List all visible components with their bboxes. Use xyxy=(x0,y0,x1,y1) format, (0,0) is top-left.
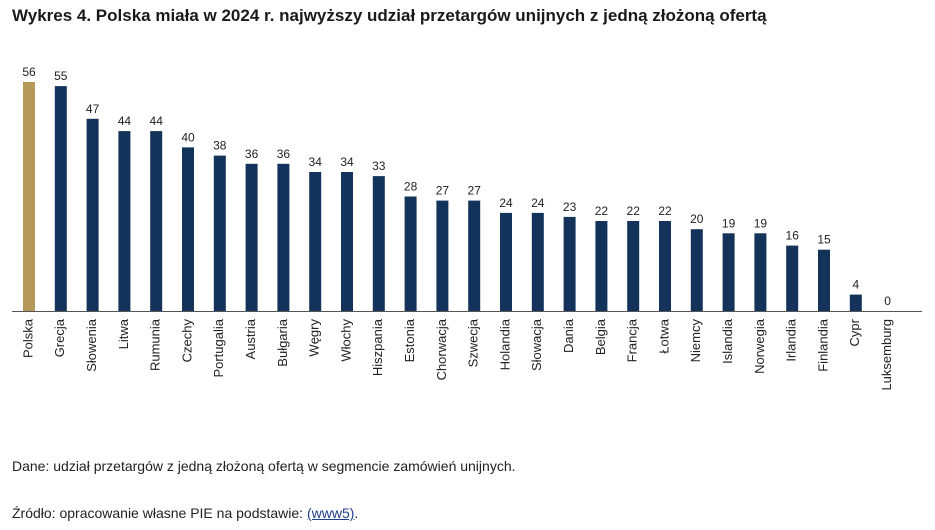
bar-slowacja xyxy=(531,212,544,311)
value-label-szwecja: 27 xyxy=(468,184,482,198)
value-label-cypr: 4 xyxy=(852,278,859,292)
category-label-hiszpania: Hiszpania xyxy=(370,318,385,376)
category-label-islandia: Islandia xyxy=(720,318,735,364)
bar-francja xyxy=(627,221,640,311)
value-label-portugalia: 38 xyxy=(213,139,227,153)
value-label-slowenia: 47 xyxy=(86,102,100,116)
value-label-grecja: 55 xyxy=(54,69,68,83)
bar-islandia xyxy=(722,233,735,311)
value-label-lotwa: 22 xyxy=(658,204,672,218)
category-label-szwecja: Szwecja xyxy=(466,318,481,367)
category-label-rumunia: Rumunia xyxy=(148,318,163,371)
bar-rumunia xyxy=(150,131,163,311)
bar-litwa xyxy=(118,131,131,311)
bar-irlandia xyxy=(786,245,799,311)
value-label-wlochy: 34 xyxy=(340,155,354,169)
bar-belgia xyxy=(595,221,608,311)
bar-bulgaria xyxy=(277,163,290,311)
bar-chorwacja xyxy=(436,200,449,311)
category-label-finlandia: Finlandia xyxy=(815,318,830,372)
bar-polska xyxy=(23,82,35,311)
category-label-bulgaria: Bułgaria xyxy=(275,318,290,366)
value-label-islandia: 19 xyxy=(722,216,736,230)
bar-wegry xyxy=(309,172,322,311)
source-link[interactable]: (www5) xyxy=(306,505,355,521)
category-label-francja: Francja xyxy=(625,318,640,362)
category-label-chorwacja: Chorwacja xyxy=(434,318,449,380)
value-label-polska: 56 xyxy=(22,65,36,79)
category-label-norwegia: Norwegia xyxy=(752,318,767,374)
value-label-estonia: 28 xyxy=(404,180,418,194)
value-label-rumunia: 44 xyxy=(150,114,164,128)
bar-niemcy xyxy=(690,229,703,311)
value-label-bulgaria: 36 xyxy=(277,147,291,161)
category-label-niemcy: Niemcy xyxy=(688,319,703,363)
value-label-irlandia: 16 xyxy=(786,229,800,243)
category-label-litwa: Litwa xyxy=(116,318,131,349)
category-label-wegry: Węgry xyxy=(307,319,322,357)
category-label-luksemburg: Luksemburg xyxy=(879,319,894,391)
category-label-slowacja: Słowacja xyxy=(529,318,544,371)
value-label-norwegia: 19 xyxy=(754,216,768,230)
bar-grecja xyxy=(54,86,67,311)
category-label-czechy: Czechy xyxy=(179,319,194,363)
bar-austria xyxy=(245,163,258,311)
category-label-wlochy: Włochy xyxy=(338,319,353,362)
bar-portugalia xyxy=(213,155,226,311)
category-label-estonia: Estonia xyxy=(402,318,417,362)
bar-finlandia xyxy=(818,249,830,311)
source-note: Źródło: opracowanie własne PIE na podsta… xyxy=(12,505,358,521)
category-label-cypr: Cypr xyxy=(847,318,862,346)
bar-czechy xyxy=(182,147,194,311)
value-label-czechy: 40 xyxy=(181,130,195,144)
category-label-irlandia: Irlandia xyxy=(784,318,799,361)
category-label-grecja: Grecja xyxy=(52,318,67,357)
bar-estonia xyxy=(404,196,417,311)
value-label-hiszpania: 33 xyxy=(372,159,386,173)
source-prefix: Źródło: opracowanie własne PIE na podsta… xyxy=(12,505,307,521)
bar-cypr xyxy=(849,294,862,311)
category-label-slowenia: Słowenia xyxy=(84,318,99,372)
category-label-austria: Austria xyxy=(243,318,258,359)
bar-dania xyxy=(563,216,576,311)
value-label-chorwacja: 27 xyxy=(436,184,450,198)
category-label-belgia: Belgia xyxy=(593,318,608,355)
value-label-dania: 23 xyxy=(563,200,577,214)
bar-szwecja xyxy=(468,200,481,311)
source-suffix: . xyxy=(354,505,359,521)
data-note: Dane: udział przetargów z jedną złożoną … xyxy=(12,458,516,474)
bar-lotwa xyxy=(659,221,671,311)
value-label-austria: 36 xyxy=(245,147,259,161)
value-label-francja: 22 xyxy=(627,204,641,218)
value-label-finlandia: 15 xyxy=(817,233,831,247)
bar-chart: 56 Polska 55 Grecja 47 Słowenia 44 Litwa 44 Rumun… xyxy=(12,65,922,391)
value-label-luksemburg: 0 xyxy=(884,294,891,308)
category-label-portugalia: Portugalia xyxy=(211,318,226,377)
value-label-holandia: 24 xyxy=(499,196,513,210)
value-label-litwa: 44 xyxy=(118,114,132,128)
value-label-niemcy: 20 xyxy=(690,212,704,226)
chart-title: Wykres 4. Polska miała w 2024 r. najwyżs… xyxy=(12,6,767,25)
value-label-belgia: 22 xyxy=(595,204,609,218)
bar-holandia xyxy=(500,212,512,311)
value-label-slowacja: 24 xyxy=(531,196,545,210)
category-label-lotwa: Łotwa xyxy=(656,318,671,353)
bar-slowenia xyxy=(86,118,99,311)
bar-wlochy xyxy=(341,172,353,311)
bar-hiszpania xyxy=(372,176,385,311)
category-label-polska: Polska xyxy=(20,318,35,358)
category-label-dania: Dania xyxy=(561,318,576,353)
value-label-wegry: 34 xyxy=(309,155,323,169)
bar-norwegia xyxy=(754,233,767,311)
category-label-holandia: Holandia xyxy=(497,318,512,370)
